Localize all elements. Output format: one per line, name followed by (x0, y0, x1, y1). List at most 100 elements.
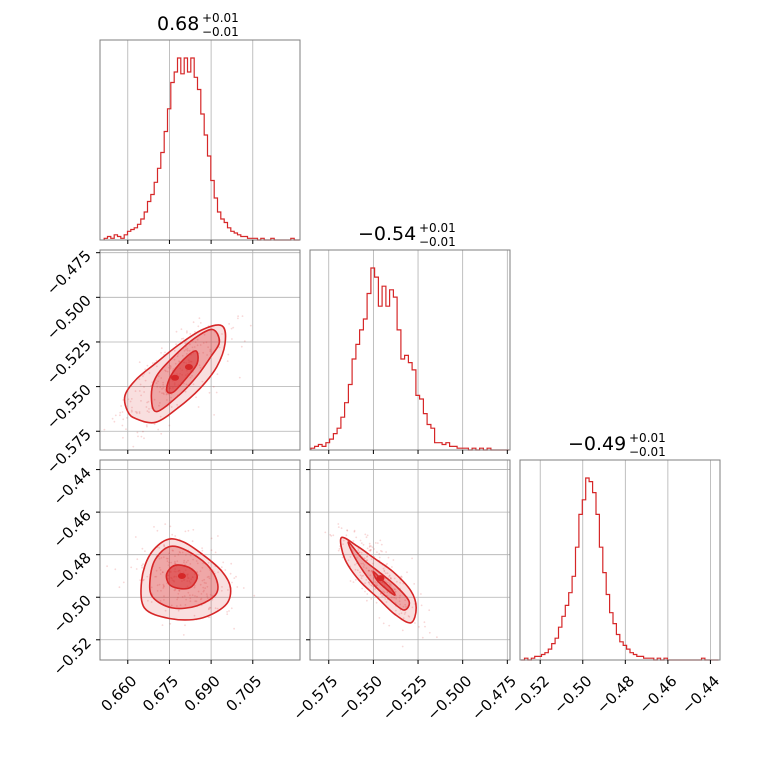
sample-point (122, 436, 124, 439)
sample-point (146, 410, 149, 412)
sample-point (388, 584, 391, 586)
sample-point (174, 535, 177, 537)
sample-point (195, 560, 198, 562)
y-tick-label-2-2: −0.48 (50, 549, 95, 594)
sample-point (172, 368, 175, 370)
sample-point (349, 556, 352, 558)
sample-point (155, 382, 158, 384)
sample-point (424, 625, 426, 628)
sample-point (160, 352, 163, 354)
sample-point (337, 526, 340, 528)
sample-point (174, 562, 176, 564)
sample-point (208, 391, 211, 394)
sample-point (366, 556, 368, 558)
sample-point (174, 562, 177, 565)
sample-point (170, 406, 173, 408)
x-tick-label-0-1: 0.675 (139, 672, 182, 715)
sample-point (202, 590, 205, 593)
sample-point (192, 558, 195, 561)
sample-point (210, 549, 213, 552)
sample-point (185, 352, 188, 355)
sample-point (140, 394, 143, 397)
sample-point (369, 550, 372, 552)
sample-point (364, 533, 367, 536)
sample-point (337, 549, 340, 552)
sample-point (203, 578, 206, 581)
sample-point (130, 398, 133, 400)
scatter-panel-0-1 (96, 249, 301, 454)
sample-point (390, 577, 392, 580)
sample-point (398, 600, 401, 603)
sample-point (375, 601, 378, 604)
sample-point (407, 615, 410, 617)
sample-point (159, 600, 162, 602)
sample-point (207, 575, 210, 578)
sample-point (230, 327, 233, 330)
sample-point (243, 340, 246, 343)
sample-point (161, 571, 164, 574)
sample-point (205, 593, 208, 595)
sample-point (209, 607, 212, 609)
sample-point (119, 411, 122, 414)
sample-point (205, 341, 208, 344)
sample-point (158, 391, 161, 393)
sample-point (142, 430, 144, 433)
sample-point (373, 548, 375, 550)
sample-point (158, 547, 161, 549)
sample-point (184, 530, 187, 533)
sample-point (374, 581, 377, 583)
sample-point (233, 627, 236, 630)
sample-point (370, 545, 372, 547)
sample-point (170, 561, 173, 564)
sample-point (198, 364, 201, 367)
sample-point (216, 607, 219, 610)
sample-point (228, 610, 230, 612)
sample-point (178, 589, 181, 592)
sample-point (404, 603, 407, 606)
sample-point (150, 586, 153, 589)
sample-point (352, 540, 355, 542)
title-value-1: −0.54 (358, 223, 416, 245)
sample-point (401, 645, 404, 648)
x-tick-label-1-1: −0.550 (334, 672, 386, 724)
sample-point (160, 347, 163, 350)
y-tick-label-2-3: −0.46 (50, 506, 95, 551)
sample-point (169, 366, 172, 369)
sample-point (337, 523, 340, 525)
sample-point (226, 360, 229, 362)
sample-point (123, 452, 125, 454)
sample-point (168, 561, 170, 564)
sample-point (168, 552, 171, 555)
y-tick-label-2-0: −0.52 (50, 634, 95, 679)
frame-diag-1 (309, 249, 511, 451)
sample-point (366, 599, 368, 602)
sample-point (184, 604, 187, 606)
sample-point (184, 563, 186, 566)
sample-point (137, 435, 139, 438)
sample-point (138, 411, 141, 413)
sample-point (208, 577, 211, 580)
sample-point (354, 568, 357, 571)
sample-point (382, 567, 385, 570)
grid-pair-0-1 (100, 250, 300, 450)
sample-point (366, 559, 369, 562)
sample-point (368, 546, 371, 548)
sample-point (231, 338, 233, 340)
sample-point (354, 563, 356, 566)
sample-point (368, 583, 371, 585)
sample-point (368, 542, 371, 545)
sample-point (207, 346, 210, 349)
sample-point (379, 539, 382, 542)
sample-point (393, 588, 396, 590)
sample-point (197, 406, 200, 408)
sample-point (114, 568, 117, 571)
sample-point (157, 428, 160, 431)
sample-point (384, 572, 387, 574)
sample-point (176, 355, 179, 358)
sample-point (374, 588, 376, 591)
sample-point (170, 604, 173, 607)
panels (96, 39, 721, 664)
sample-point (163, 545, 166, 547)
sample-point (184, 342, 187, 345)
sample-point (381, 595, 384, 597)
